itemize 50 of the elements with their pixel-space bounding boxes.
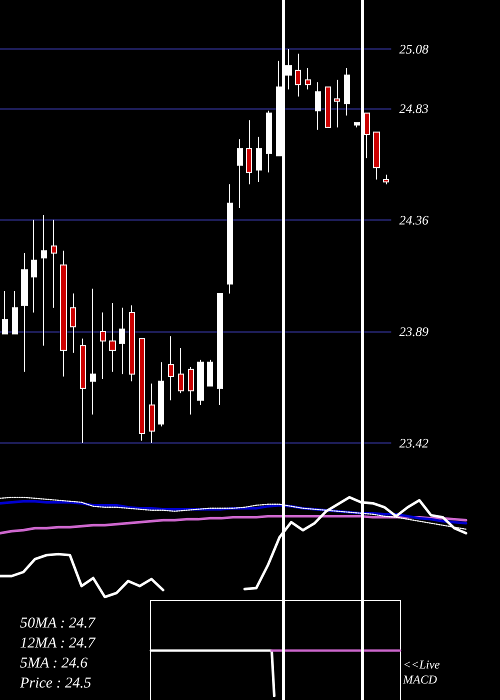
candlestick: [60, 250, 67, 378]
y-tick-label: 23.42: [399, 436, 429, 450]
candlestick: [383, 174, 389, 185]
candlestick: [334, 79, 340, 128]
candlestick: [90, 288, 96, 416]
candlestick: [31, 219, 37, 313]
candlestick: [129, 304, 135, 382]
text: 5MA : 24.6: [20, 656, 88, 672]
candlestick: [276, 60, 282, 156]
candlestick: [41, 214, 47, 346]
candlestick: [266, 110, 272, 173]
y-tick-label: 25.08: [399, 42, 429, 56]
candlestick: [237, 138, 243, 209]
candlestick: [12, 290, 18, 334]
candlestick: [217, 292, 223, 406]
candlestick: [100, 312, 106, 380]
candlestick: [109, 302, 116, 372]
candlestick: [207, 359, 213, 387]
candlestick: [80, 338, 86, 444]
candlestick: [139, 338, 145, 442]
candlestick: [119, 307, 125, 375]
candlestick: [285, 48, 292, 90]
candlestick: [168, 336, 174, 401]
candlestick: [305, 67, 311, 90]
candlestick: [2, 290, 8, 334]
candlestick: [344, 67, 350, 116]
candlestick: [325, 86, 331, 128]
y-tick-label: 24.36: [399, 212, 429, 228]
candlestick: [197, 359, 204, 406]
candlestick: [295, 53, 301, 97]
candlestick: [158, 362, 164, 427]
candlestick: [256, 136, 262, 182]
candlestick: [364, 112, 370, 159]
candlestick: [246, 120, 252, 185]
y-tick-label: 23.89: [399, 324, 429, 339]
text: 50MA : 24.7: [20, 616, 97, 632]
y-tick-label: 24.83: [399, 100, 429, 116]
candlestick: [178, 348, 184, 394]
text: Price : 24.5: [19, 676, 92, 692]
candlestick: [149, 383, 155, 444]
candlestick: [373, 132, 380, 180]
candlestick: [51, 219, 57, 308]
candlestick: [188, 366, 194, 416]
candlestick: [315, 82, 321, 130]
candlestick: [227, 184, 233, 294]
candlestick: [21, 252, 28, 372]
text: <<Live MACD: [402, 658, 443, 686]
candlestick: [70, 292, 76, 354]
text: 12MA : 24.7: [20, 636, 97, 652]
candlestick: [354, 122, 360, 128]
